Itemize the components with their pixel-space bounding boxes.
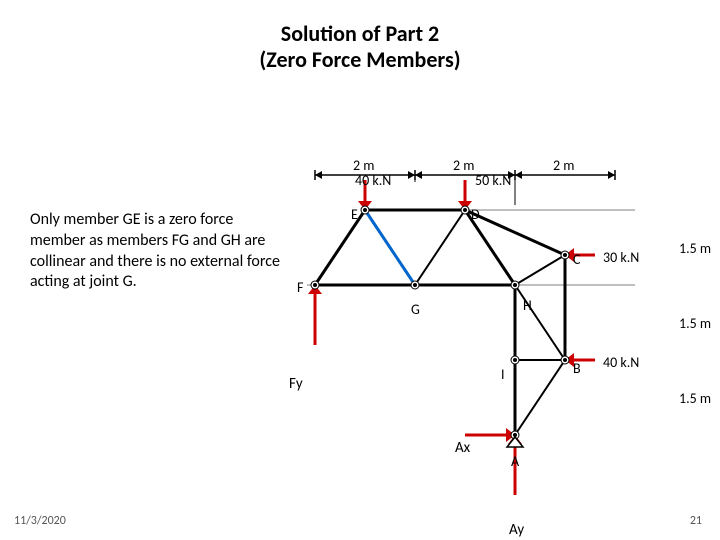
node-label-F: F <box>297 279 303 296</box>
reaction-Ax: Ax <box>455 439 470 457</box>
node-label-I: I <box>501 366 505 383</box>
footer-date: 11/3/2020 <box>14 514 66 528</box>
truss-diagram: 2 m2 m2 m1.5 m1.5 m1.5 m40 k.N50 k.N30 k… <box>300 150 700 520</box>
force-B: 40 k.N <box>603 354 639 371</box>
node-label-D: D <box>471 206 480 223</box>
force-D: 50 k.N <box>475 172 511 189</box>
node-label-B: B <box>573 360 581 377</box>
dim-vert-0: 1.5 m <box>679 240 711 257</box>
reaction-Fy: Fy <box>289 375 303 393</box>
reaction-Ay: Ay <box>509 521 524 539</box>
dim-vert-2: 1.5 m <box>679 390 711 407</box>
dim-vert-1: 1.5 m <box>679 315 711 332</box>
force-E: 40 k.N <box>355 172 391 189</box>
force-C: 30 k.N <box>603 249 639 266</box>
node-label-E: E <box>351 206 358 223</box>
footer-page: 21 <box>690 514 702 528</box>
node-label-A: A <box>511 453 519 470</box>
explanation-text: Only member GE is a zero force member as… <box>30 210 280 293</box>
node-label-H: H <box>523 297 532 314</box>
node-label-C: C <box>573 251 580 268</box>
dim-horiz-1: 2 m <box>453 157 474 174</box>
title-line-1: Solution of Part 2 <box>0 20 720 47</box>
node-label-G: G <box>411 301 420 318</box>
dim-horiz-2: 2 m <box>553 157 574 174</box>
diagram-svg <box>300 150 700 520</box>
title-line-2: (Zero Force Members) <box>0 46 720 73</box>
